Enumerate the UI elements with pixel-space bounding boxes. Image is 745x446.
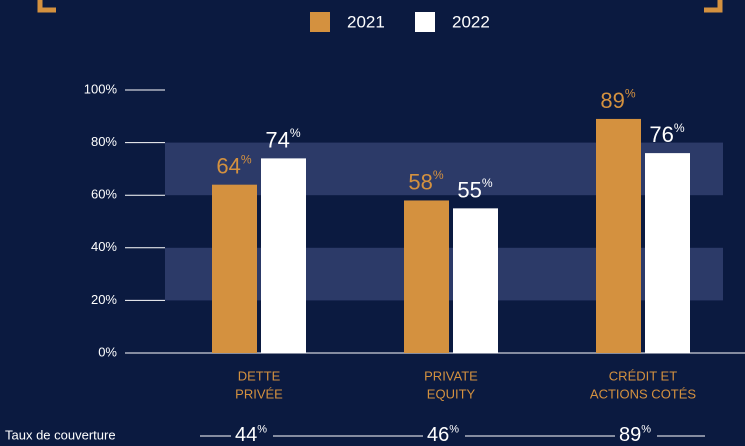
legend-label: 2021 <box>347 12 385 31</box>
x-tick-label: DETTE <box>238 368 281 383</box>
y-tick-label: 80% <box>91 134 117 149</box>
legend-swatch <box>310 12 330 32</box>
corner-bracket <box>37 0 56 13</box>
legend-swatch <box>415 12 435 32</box>
value-label: 74% <box>265 126 300 152</box>
bar <box>596 118 641 354</box>
bar <box>453 208 498 353</box>
value-label: 64% <box>216 153 251 179</box>
bar <box>404 200 449 353</box>
y-tick-label: 60% <box>91 187 117 202</box>
coverage-label: Taux de couverture <box>5 427 116 442</box>
y-tick-label: 0% <box>98 344 117 359</box>
y-tick-label: 40% <box>91 239 117 254</box>
x-tick-label: ACTIONS COTÉS <box>590 386 697 401</box>
coverage-value: 44% <box>235 423 267 446</box>
value-label: 76% <box>649 121 684 147</box>
x-tick-label: CRÉDIT ET <box>609 368 677 383</box>
value-label: 55% <box>457 176 492 202</box>
bar <box>645 153 690 353</box>
coverage-value: 46% <box>427 423 459 446</box>
x-tick-label: PRIVÉE <box>235 386 283 401</box>
bar <box>261 158 306 353</box>
coverage-value: 89% <box>619 423 651 446</box>
legend-label: 2022 <box>452 12 490 31</box>
bar <box>212 184 257 353</box>
y-tick-label: 20% <box>91 292 117 307</box>
y-tick-label: 100% <box>84 81 118 96</box>
value-label: 89% <box>600 87 635 113</box>
corner-bracket <box>704 0 723 13</box>
x-tick-label: EQUITY <box>427 386 476 401</box>
value-label: 58% <box>408 168 443 194</box>
x-tick-label: PRIVATE <box>424 368 478 383</box>
